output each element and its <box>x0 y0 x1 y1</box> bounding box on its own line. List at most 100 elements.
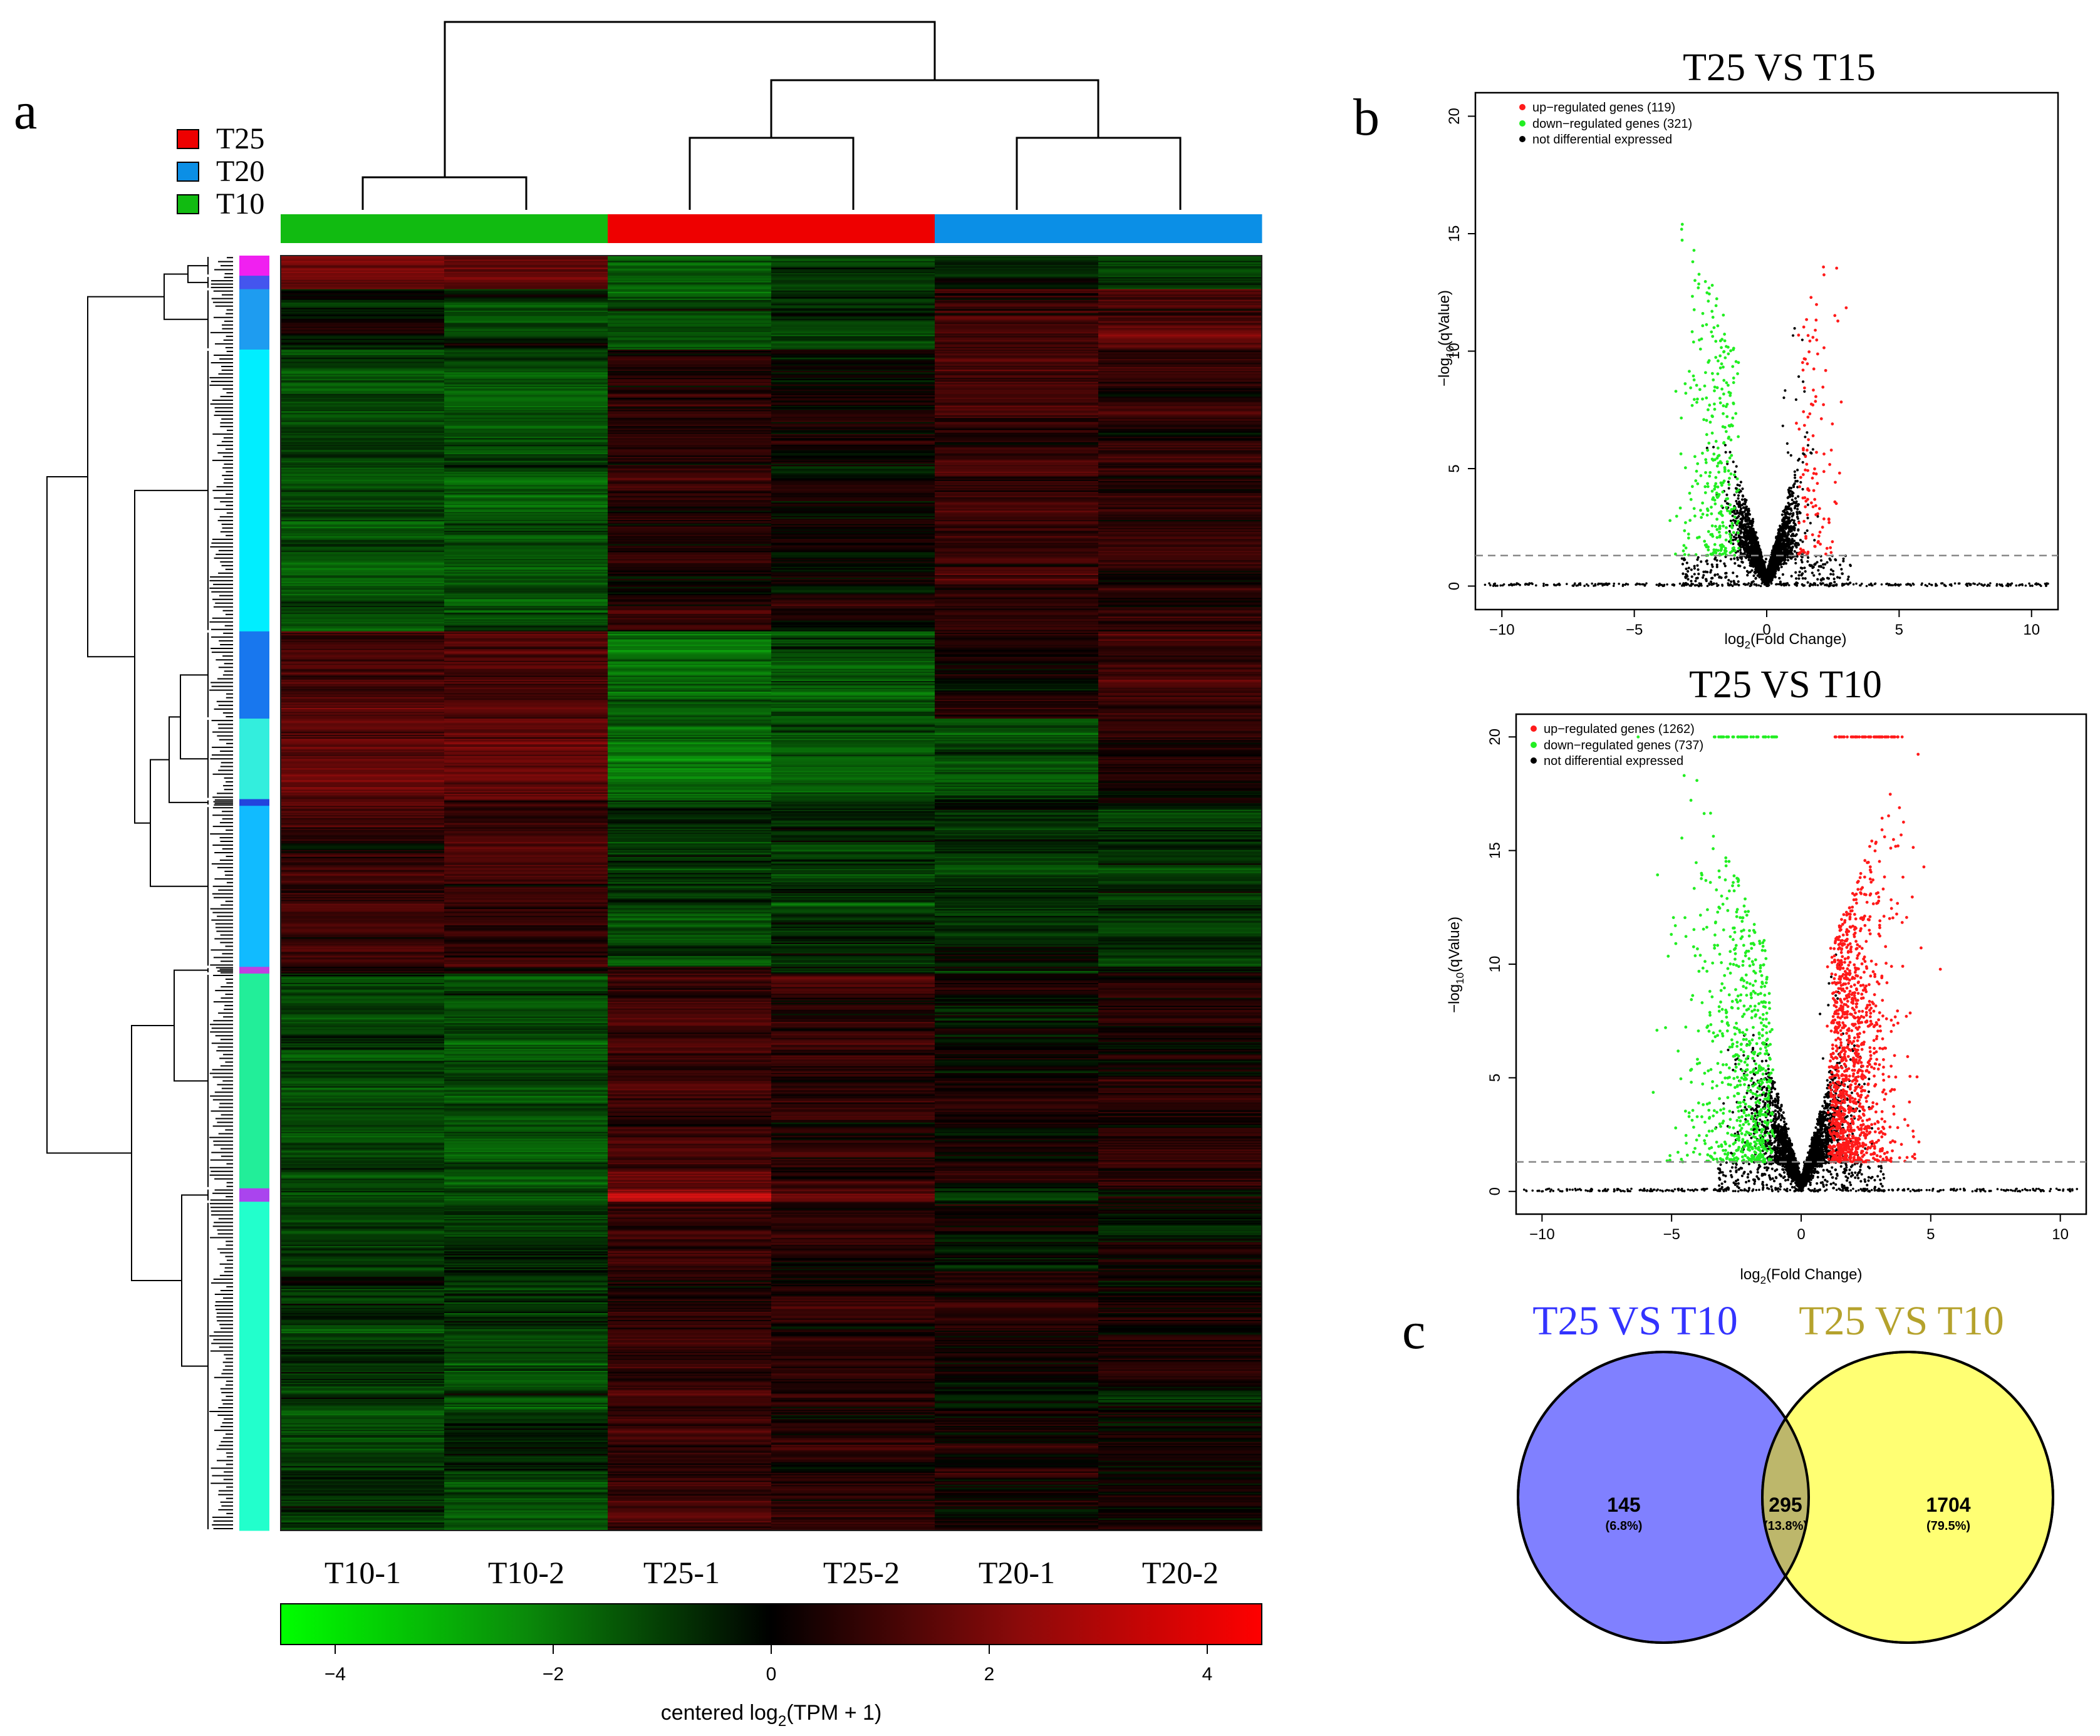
heatmap-cell <box>444 445 608 447</box>
heatmap-cell <box>281 1090 445 1093</box>
heatmap-cell <box>771 332 935 334</box>
heatmap-cell <box>444 1097 608 1099</box>
heatmap-cell <box>771 505 935 507</box>
heatmap-cell <box>935 1099 1099 1102</box>
heatmap-cell <box>1098 866 1262 868</box>
heatmap-cell <box>771 831 935 833</box>
heatmap-cell <box>444 885 608 887</box>
heatmap-cell <box>444 1023 608 1026</box>
heatmap-cell <box>608 283 772 286</box>
heatmap-cell <box>444 953 608 955</box>
heatmap-cell <box>444 964 608 966</box>
heatmap-cell <box>771 949 935 952</box>
heatmap-cell <box>608 313 772 315</box>
heatmap-cell <box>281 296 445 298</box>
heatmap-cell <box>281 663 445 665</box>
heatmap-cell <box>281 449 445 451</box>
heatmap-cell <box>444 1075 608 1078</box>
heatmap-cell <box>771 1200 935 1202</box>
heatmap-cell <box>608 365 772 368</box>
heatmap-cell <box>281 843 445 845</box>
heatmap-cell <box>771 883 935 886</box>
heatmap-cell <box>444 612 608 615</box>
heatmap-cell <box>1098 747 1262 749</box>
heatmap-cell <box>1098 1258 1262 1260</box>
heatmap-cell <box>935 984 1099 986</box>
heatmap-cell <box>444 543 608 545</box>
heatmap-cell <box>771 970 935 973</box>
heatmap-cell <box>935 1157 1099 1160</box>
heatmap-cell <box>935 1266 1099 1268</box>
heatmap-cell <box>935 424 1099 427</box>
heatmap-cell <box>935 826 1099 828</box>
heatmap-cell <box>444 372 608 375</box>
heatmap-cell <box>608 521 772 523</box>
heatmap-cell <box>444 697 608 699</box>
heatmap-cell <box>935 1169 1099 1172</box>
heatmap-cell <box>444 1235 608 1237</box>
heatmap-cell <box>1098 1111 1262 1114</box>
heatmap-cell <box>281 867 445 870</box>
heatmap-cell <box>771 579 935 581</box>
heatmap-cell <box>1098 309 1262 311</box>
heatmap-cell <box>281 458 445 460</box>
heatmap-cell <box>281 1133 445 1135</box>
heatmap-cell <box>1098 270 1262 273</box>
heatmap-cell <box>1098 1137 1262 1140</box>
heatmap-cell <box>1098 1234 1262 1236</box>
heatmap-cell <box>1098 376 1262 378</box>
heatmap-cell <box>444 270 608 273</box>
heatmap-cell <box>281 876 445 879</box>
heatmap-cell <box>281 1170 445 1173</box>
heatmap-cell <box>935 1079 1099 1081</box>
heatmap-cell <box>935 545 1099 548</box>
heatmap-cell <box>444 1217 608 1220</box>
heatmap-cell <box>935 258 1099 261</box>
heatmap-cell <box>444 1016 608 1019</box>
heatmap-cell <box>935 462 1099 464</box>
heatmap-cell <box>281 1000 445 1002</box>
heatmap-cell <box>935 722 1099 725</box>
heatmap-cell <box>771 798 935 800</box>
heatmap-cell <box>1098 544 1262 546</box>
heatmap-cell <box>608 479 772 482</box>
heatmap-cell <box>771 489 935 491</box>
heatmap-cell <box>771 556 935 558</box>
heatmap-cell <box>444 855 608 858</box>
heatmap-cell <box>608 1008 772 1011</box>
heatmap-cell <box>281 419 445 422</box>
heatmap-cell <box>608 583 772 585</box>
heatmap-cell <box>608 560 772 562</box>
heatmap-cell <box>771 737 935 739</box>
heatmap-cell <box>935 771 1099 773</box>
heatmap-cell <box>1098 1073 1262 1075</box>
heatmap-cell <box>444 1161 608 1163</box>
heatmap-cell <box>608 506 772 509</box>
heatmap-cell <box>281 473 445 475</box>
heatmap-cell <box>444 1031 608 1033</box>
heatmap-cell <box>1098 968 1262 970</box>
heatmap-cell <box>1098 761 1262 764</box>
heatmap-cell <box>608 341 772 343</box>
heatmap-cell <box>608 552 772 554</box>
heatmap-cell <box>1098 361 1262 363</box>
heatmap-cell <box>771 979 935 981</box>
heatmap-cell <box>281 501 445 503</box>
heatmap-cell <box>281 645 445 647</box>
heatmap-cell <box>608 798 772 800</box>
heatmap-cell <box>771 1212 935 1215</box>
heatmap-cell <box>444 842 608 844</box>
heatmap-cell <box>281 643 445 645</box>
heatmap-cell <box>608 326 772 329</box>
heatmap-cell <box>1098 489 1262 491</box>
heatmap-cell <box>281 1219 445 1221</box>
heatmap-cell <box>1098 1121 1262 1123</box>
row-cluster-cell <box>239 967 269 974</box>
heatmap-cell <box>444 619 608 621</box>
heatmap-cell <box>771 1203 935 1205</box>
heatmap-cell <box>608 464 772 465</box>
heatmap-cell <box>608 821 772 824</box>
heatmap-cell <box>281 270 445 273</box>
heatmap-cell <box>281 940 445 942</box>
heatmap-cell <box>1098 282 1262 284</box>
